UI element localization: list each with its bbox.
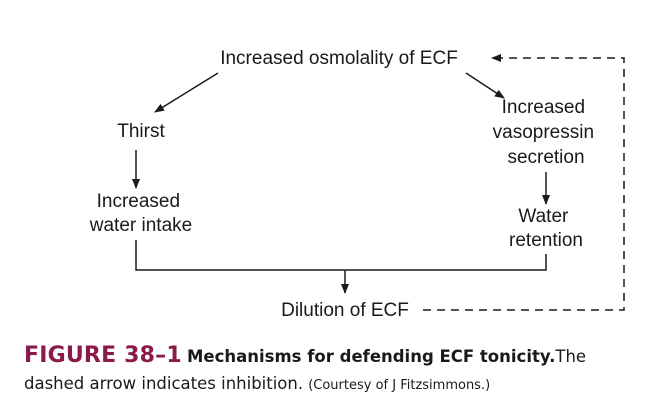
node-water-retention: Water retention xyxy=(509,206,583,251)
node-dilution-of-ecf: Dilution of ECF xyxy=(281,300,409,321)
node-increased-water-intake: Increased water intake xyxy=(89,191,192,236)
node-increased-water-intake-line-2: water intake xyxy=(89,215,192,236)
node-vasopressin-line-2: vasopressin xyxy=(493,122,594,143)
figure-title: Mechanisms for defending ECF tonicity. xyxy=(186,347,556,366)
arrow-osmolality-to-vasopressin xyxy=(465,72,505,99)
node-increased-vasopressin-secretion: Increased vasopressin secretion xyxy=(493,97,600,168)
node-vasopressin-line-3: secretion xyxy=(507,147,584,168)
dashed-inhibition-arrow xyxy=(423,54,625,311)
merge-connector xyxy=(135,240,547,271)
node-water-retention-line-2: retention xyxy=(509,230,583,251)
node-increased-osmolality: Increased osmolality of ECF xyxy=(220,48,458,69)
figure-credit: (Courtesy of J Fitzsimmons.) xyxy=(308,378,491,393)
figure-label: FIGURE 38–1 xyxy=(24,343,182,368)
figure-text-part-2: dashed arrow indicates inhibition. xyxy=(24,374,304,393)
figure-text-part-1: The xyxy=(555,347,587,366)
figure-caption: FIGURE 38–1 Mechanisms for defending ECF… xyxy=(24,342,644,399)
node-thirst: Thirst xyxy=(117,121,165,142)
node-vasopressin-line-1: Increased xyxy=(502,97,585,118)
node-increased-water-intake-line-1: Increased xyxy=(97,191,180,212)
arrow-osmolality-to-thirst xyxy=(154,72,219,113)
node-water-retention-line-1: Water xyxy=(518,206,569,227)
